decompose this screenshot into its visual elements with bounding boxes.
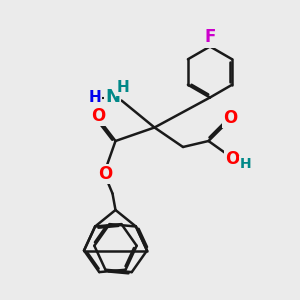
Text: H: H — [117, 80, 129, 94]
Text: O: O — [225, 150, 240, 168]
Text: O: O — [91, 107, 105, 125]
Text: F: F — [204, 28, 216, 46]
Text: H: H — [88, 90, 101, 105]
Text: H: H — [240, 158, 252, 171]
Text: O: O — [98, 165, 112, 183]
Text: O: O — [223, 109, 237, 127]
Text: N: N — [105, 88, 120, 106]
